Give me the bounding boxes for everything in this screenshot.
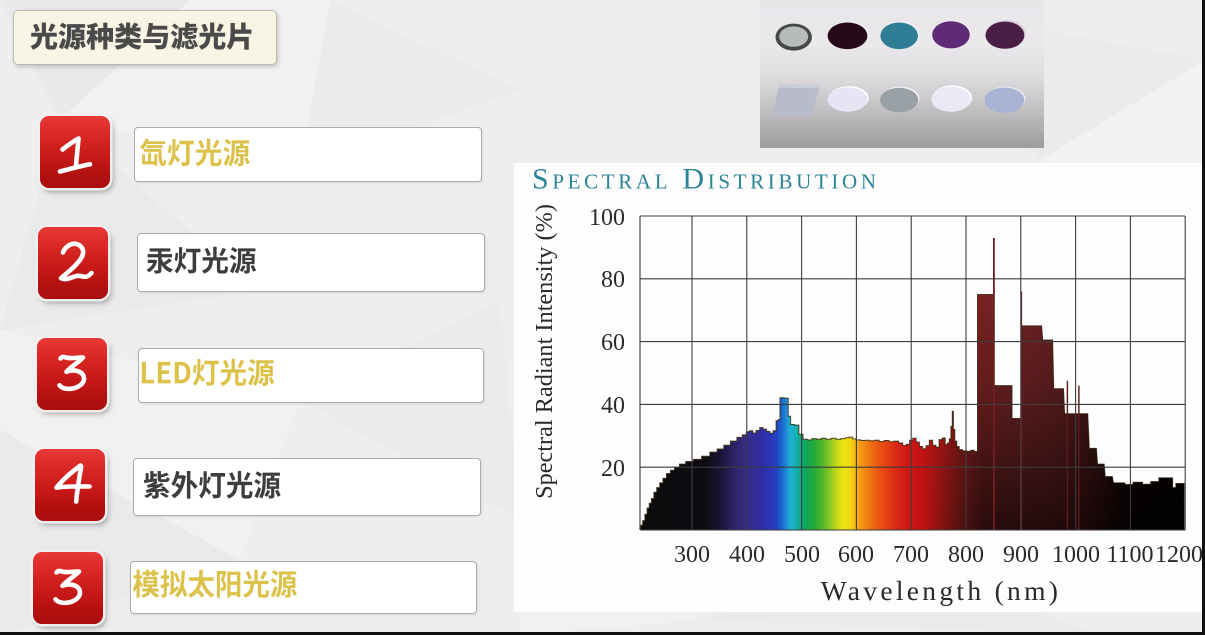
svg-text:Spectral Distribution: Spectral Distribution — [532, 163, 880, 196]
svg-text:1200: 1200 — [1155, 542, 1203, 568]
svg-text:20: 20 — [601, 456, 625, 482]
svg-text:700: 700 — [893, 542, 929, 568]
svg-text:300: 300 — [674, 542, 710, 568]
svg-text:500: 500 — [784, 542, 820, 568]
svg-text:60: 60 — [601, 330, 625, 356]
svg-text:1100: 1100 — [1106, 542, 1153, 568]
svg-text:Wavelength (nm): Wavelength (nm) — [821, 575, 1061, 606]
svg-text:900: 900 — [1003, 542, 1039, 568]
svg-text:1000: 1000 — [1052, 542, 1100, 568]
svg-text:800: 800 — [948, 542, 984, 568]
svg-text:600: 600 — [838, 542, 874, 568]
svg-text:80: 80 — [601, 267, 625, 293]
svg-text:100: 100 — [589, 205, 625, 231]
svg-text:Spectral Radiant Intensity (%): Spectral Radiant Intensity (%) — [531, 204, 558, 499]
svg-text:40: 40 — [601, 393, 625, 419]
svg-text:400: 400 — [729, 542, 765, 568]
